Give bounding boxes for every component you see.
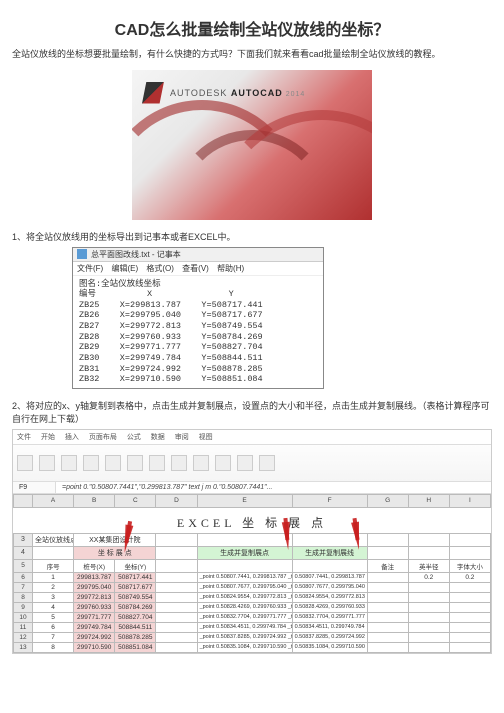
italic-icon[interactable] (83, 455, 99, 471)
tab-insert[interactable]: 插入 (65, 434, 79, 441)
excel-window: 文件 开始 插入 页面布局 公式 数据 审阅 视图 F9 =point 0."0… (12, 429, 492, 654)
paste-icon[interactable] (17, 455, 33, 471)
menu-help[interactable]: 帮助(H) (217, 264, 244, 273)
filter-icon[interactable] (215, 455, 231, 471)
sub-y: 坐标(Y) (115, 559, 156, 572)
border-icon[interactable] (171, 455, 187, 471)
page-title: CAD怎么批量绘制全站仪放线的坐标？ (12, 16, 492, 40)
notepad-window: 总平面图改线.txt - 记事本 文件(F) 编辑(E) 格式(O) 查看(V)… (72, 247, 324, 389)
formula-bar[interactable]: F9 =point 0."0.50807.7441","0.299813.787… (13, 482, 491, 494)
table-row[interactable]: 138299710.590508851.084_point 0.50835.10… (14, 642, 491, 652)
sub-font: 字体大小 (449, 559, 490, 572)
tab-review[interactable]: 审阅 (175, 434, 189, 441)
chart-icon[interactable] (259, 455, 275, 471)
step-2-text: 2、将对应的x、y轴复制到表格中，点击生成并复制展点，设置点的大小和半径，点击生… (12, 399, 492, 425)
sub-radius: 英半径 (408, 559, 449, 572)
tab-view[interactable]: 视图 (199, 434, 213, 441)
align-center-icon[interactable] (127, 455, 143, 471)
notepad-title: 总平面图改线.txt - 记事本 (91, 249, 181, 260)
sort-icon[interactable] (193, 455, 209, 471)
notepad-menubar[interactable]: 文件(F) 编辑(E) 格式(O) 查看(V) 帮助(H) (73, 262, 323, 276)
notepad-body[interactable]: 图名:全站仪放线坐标 编号 X Y ZB25 X=299813.787 Y=50… (73, 276, 323, 388)
menu-format[interactable]: 格式(O) (146, 264, 174, 273)
bold-icon[interactable] (61, 455, 77, 471)
tab-layout[interactable]: 页面布局 (89, 434, 117, 441)
menu-edit[interactable]: 编辑(E) (111, 264, 138, 273)
name-box[interactable]: F9 (13, 482, 56, 493)
header-left: 全站仪放线点 (33, 533, 74, 546)
menu-file[interactable]: 文件(F) (77, 264, 103, 273)
tab-file[interactable]: 文件 (17, 434, 31, 441)
gen-points-button[interactable]: 生成并复制展点 (197, 546, 292, 559)
table-row[interactable]: 61299813.787508717.441_point 0.50807.744… (14, 572, 491, 582)
hero-brand: AUTODESK AUTOCAD2014 (170, 88, 305, 98)
excel-ribbon[interactable] (13, 445, 491, 482)
table-row[interactable]: 105299771.777508827.704_point 0.50832.77… (14, 612, 491, 622)
table-row[interactable]: 94299760.933508784.269_point 0.50828.426… (14, 602, 491, 612)
data-table[interactable]: 3 全站仪放线点 XX某集团设计院 4 坐 标 展 点 生成并复制展点 生成并复… (13, 533, 491, 653)
header-coord: 坐 标 展 点 (74, 546, 156, 559)
sub-remark: 备注 (367, 559, 408, 572)
tab-formula[interactable]: 公式 (127, 434, 141, 441)
align-left-icon[interactable] (105, 455, 121, 471)
tab-home[interactable]: 开始 (41, 434, 55, 441)
col-letter-row: A B C D E F G H I (13, 494, 491, 508)
table-row[interactable]: 83299772.813508749.554_point 0.50824.955… (14, 592, 491, 602)
step-1-text: 1、将全站仪放线用的坐标导出到记事本或者EXCEL中。 (12, 230, 492, 243)
cut-icon[interactable] (39, 455, 55, 471)
tab-data[interactable]: 数据 (151, 434, 165, 441)
menu-view[interactable]: 查看(V) (182, 264, 209, 273)
notepad-icon (77, 249, 87, 259)
sub-seq: 序号 (33, 559, 74, 572)
table-row[interactable]: 72299795.040508717.677_point 0.50807.767… (14, 582, 491, 592)
autodesk-logo-icon (142, 82, 164, 104)
sheet-title: EXCEL 坐 标 展 点 (13, 508, 491, 533)
table-row[interactable]: 127299724.992508878.285_point 0.50837.82… (14, 632, 491, 642)
table-row[interactable]: 116299749.784508844.511_point 0.50834.45… (14, 622, 491, 632)
fill-color-icon[interactable] (149, 455, 165, 471)
hero-image: AUTODESK AUTOCAD2014 (132, 70, 372, 220)
sub-x: 桩号(X) (74, 559, 115, 572)
excel-ribbon-tabs[interactable]: 文件 开始 插入 页面布局 公式 数据 审阅 视图 (13, 430, 491, 445)
formula-input[interactable]: =point 0."0.50807.7441","0.299813.787" t… (56, 482, 491, 493)
intro-text: 全站仪放线的坐标想要批量绘制，有什么快捷的方式吗？下面我们就来看看cad批量绘制… (12, 48, 492, 62)
sum-icon[interactable] (237, 455, 253, 471)
header-company: XX某集团设计院 (74, 533, 156, 546)
